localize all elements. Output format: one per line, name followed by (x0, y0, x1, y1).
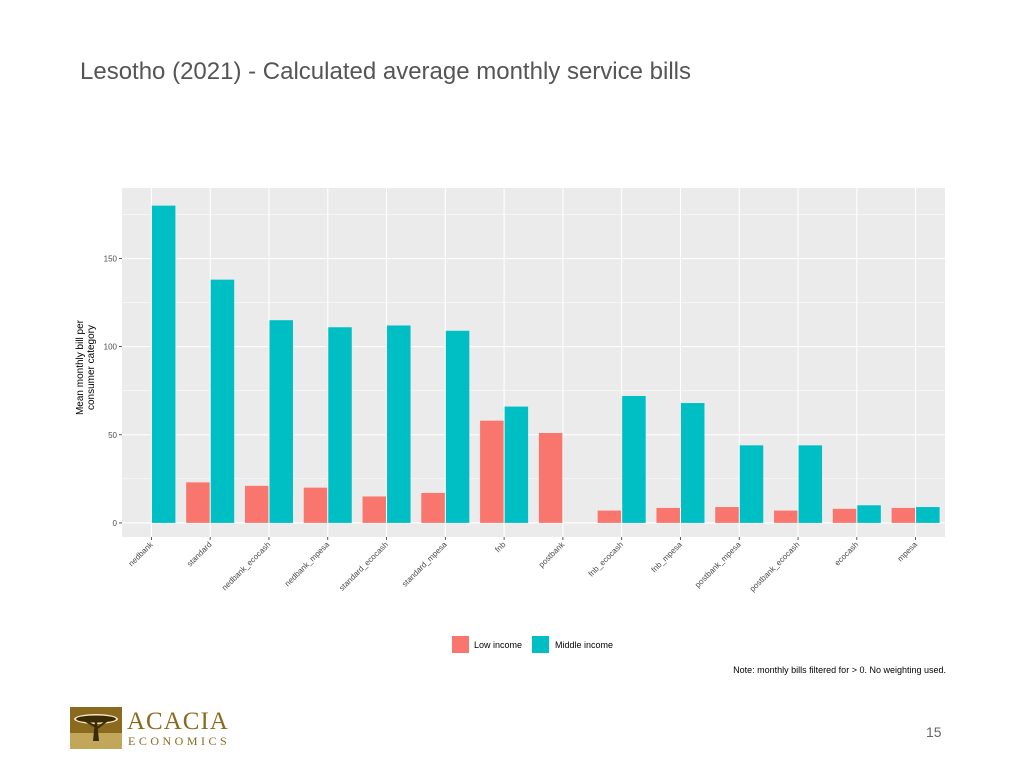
bar-low-income (597, 510, 622, 523)
bar-low-income (774, 510, 798, 523)
legend-swatch-middle-income (532, 636, 549, 653)
bar-middle-income (857, 505, 881, 523)
x-tick-label: nedbank_mpesa (283, 540, 332, 589)
bar-middle-income (680, 403, 705, 523)
y-axis-label-line: Mean monthly bill per (75, 319, 86, 415)
legend-label: Low income (474, 640, 522, 650)
bar-middle-income (622, 395, 646, 523)
x-tick-label: postbank_mpesa (693, 540, 743, 590)
bar-middle-income (151, 205, 176, 523)
bar-middle-income (328, 327, 352, 523)
bar-low-income (244, 485, 269, 523)
bar-low-income (832, 508, 857, 523)
x-tick-label: standard (185, 540, 213, 568)
bar-middle-income (798, 445, 823, 523)
x-tick-label: standard_mpesa (400, 540, 449, 589)
bar-low-income (303, 487, 328, 523)
y-tick-label: 100 (104, 343, 118, 352)
bar-middle-income (387, 325, 411, 523)
x-tick-label: fnb_ecocash (587, 540, 625, 578)
bar-low-income (362, 496, 387, 523)
bar-low-income (656, 507, 680, 523)
bar-low-income (538, 433, 563, 523)
x-tick-label: nedbank (127, 539, 156, 568)
page-number: 15 (926, 724, 942, 740)
bar-middle-income (916, 507, 940, 523)
logo-wordmark: ACACIA (127, 708, 229, 735)
chart-note: Note: monthly bills filtered for > 0. No… (733, 665, 946, 675)
legend-label: Middle income (555, 640, 613, 650)
legend-swatch-low-income (452, 636, 469, 653)
y-axis-label: Mean monthly bill perconsumer category (75, 319, 97, 415)
slide-title: Lesotho (2021) - Calculated average mont… (80, 58, 691, 85)
bar-middle-income (445, 330, 470, 523)
x-tick-label: nedbank_ecocash (220, 540, 272, 592)
acacia-tree-icon (70, 707, 122, 749)
bar-low-income (421, 492, 445, 523)
x-tick-label: fnb_mpesa (650, 540, 685, 575)
bar-middle-income (269, 320, 293, 523)
x-tick-label: fnb (493, 540, 508, 555)
bar-middle-income (504, 406, 529, 523)
y-tick-label: 150 (104, 255, 118, 264)
bar-low-income (891, 507, 916, 523)
x-tick-label: mpesa (896, 540, 920, 564)
bar-middle-income (739, 445, 764, 523)
y-axis-label-line: consumer category (86, 325, 97, 410)
logo-subtitle: ECONOMICS (128, 734, 231, 748)
bar-low-income (186, 482, 210, 523)
bar-chart: 0 50 100 150 nedbank standard nedbank_ecocash n… (75, 188, 946, 675)
bar-middle-income (210, 279, 235, 523)
x-tick-label: postbank_ecocash (748, 540, 802, 594)
bar-low-income (715, 507, 739, 523)
y-tick-label: 0 (113, 519, 118, 528)
y-tick-label: 50 (108, 431, 117, 440)
bar-low-income (480, 420, 504, 523)
acacia-economics-logo: ACACIA ECONOMICS (70, 707, 240, 749)
x-tick-label: standard_ecocash (337, 540, 390, 593)
x-tick-label: ecocash (833, 540, 860, 567)
x-tick-label: postbank (537, 539, 567, 569)
